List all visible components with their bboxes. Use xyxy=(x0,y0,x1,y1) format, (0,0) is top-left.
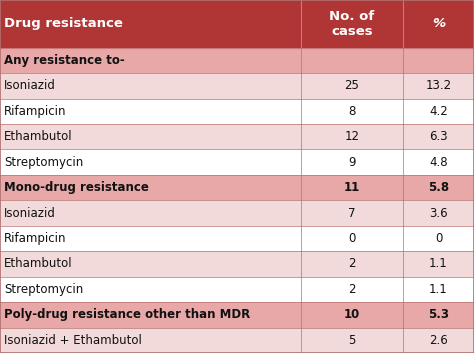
Text: Rifampicin: Rifampicin xyxy=(4,232,66,245)
Text: Isoniazid: Isoniazid xyxy=(4,79,55,92)
Bar xyxy=(0,124,474,149)
Bar xyxy=(0,302,474,328)
Bar xyxy=(0,98,474,124)
Text: 8: 8 xyxy=(348,105,356,118)
Bar xyxy=(0,277,474,302)
Text: 1.1: 1.1 xyxy=(429,257,448,270)
Text: 5.8: 5.8 xyxy=(428,181,449,194)
Text: 2: 2 xyxy=(348,257,356,270)
Bar xyxy=(0,201,474,226)
Text: 4.8: 4.8 xyxy=(429,156,448,169)
Text: Isoniazid + Ethambutol: Isoniazid + Ethambutol xyxy=(4,334,142,347)
Text: 2: 2 xyxy=(348,283,356,296)
Text: 11: 11 xyxy=(344,181,360,194)
Text: 0: 0 xyxy=(435,232,442,245)
Text: 13.2: 13.2 xyxy=(425,79,452,92)
Text: Any resistance to-: Any resistance to- xyxy=(4,54,125,67)
Text: Streptomycin: Streptomycin xyxy=(4,156,83,169)
Bar xyxy=(0,149,474,175)
Text: Streptomycin: Streptomycin xyxy=(4,283,83,296)
Text: Isoniazid: Isoniazid xyxy=(4,207,55,220)
Bar xyxy=(0,73,474,98)
Bar xyxy=(0,226,474,251)
Text: %: % xyxy=(432,17,445,30)
Bar xyxy=(0,328,474,353)
Text: 5: 5 xyxy=(348,334,356,347)
Text: 10: 10 xyxy=(344,308,360,321)
Text: Ethambutol: Ethambutol xyxy=(4,130,73,143)
Text: 7: 7 xyxy=(348,207,356,220)
Bar xyxy=(0,48,474,73)
Text: Drug resistance: Drug resistance xyxy=(4,17,123,30)
Text: Ethambutol: Ethambutol xyxy=(4,257,73,270)
Text: 5.3: 5.3 xyxy=(428,308,449,321)
Text: Mono-drug resistance: Mono-drug resistance xyxy=(4,181,149,194)
Text: 1.1: 1.1 xyxy=(429,283,448,296)
Text: No. of
cases: No. of cases xyxy=(329,10,374,38)
Text: Rifampicin: Rifampicin xyxy=(4,105,66,118)
Bar xyxy=(0,251,474,277)
Text: 9: 9 xyxy=(348,156,356,169)
Text: 4.2: 4.2 xyxy=(429,105,448,118)
Text: 25: 25 xyxy=(345,79,359,92)
Text: Poly-drug resistance other than MDR: Poly-drug resistance other than MDR xyxy=(4,308,250,321)
Bar xyxy=(0,175,474,201)
Bar xyxy=(0,0,474,48)
Text: 6.3: 6.3 xyxy=(429,130,448,143)
Text: 2.6: 2.6 xyxy=(429,334,448,347)
Text: 0: 0 xyxy=(348,232,356,245)
Text: 12: 12 xyxy=(345,130,359,143)
Text: 3.6: 3.6 xyxy=(429,207,448,220)
